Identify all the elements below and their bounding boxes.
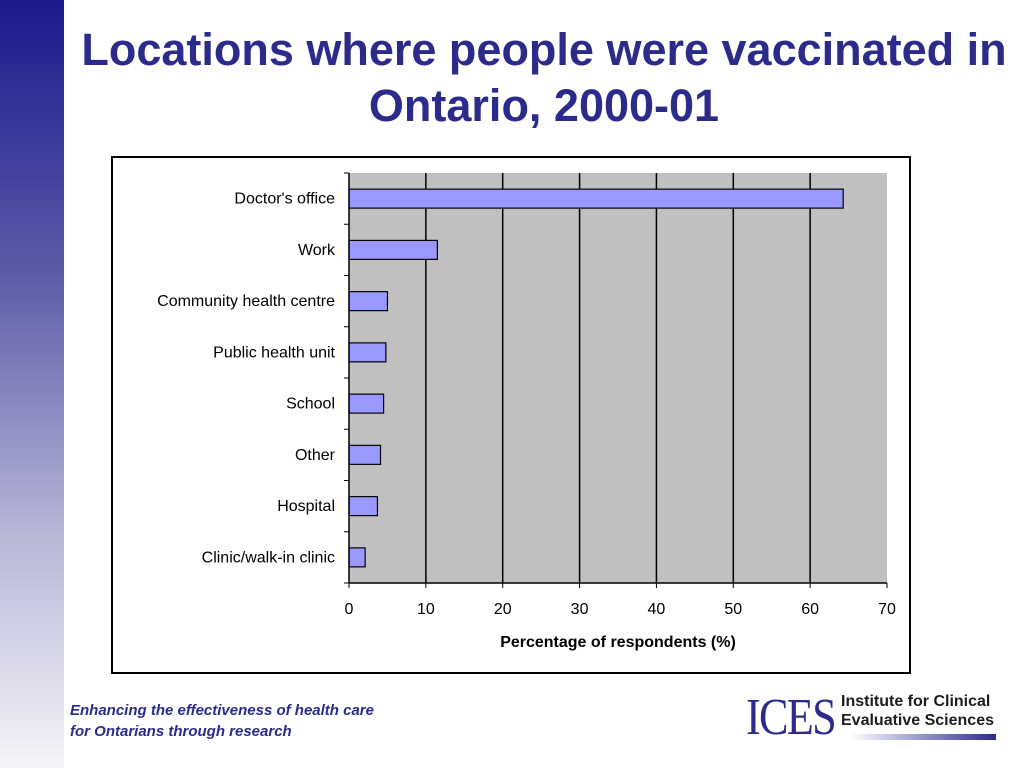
x-tick-label-5: 50 [724,601,742,618]
bar-4 [348,393,385,414]
tagline-line-1: Enhancing the effectiveness of health ca… [70,702,374,719]
logo-institute-name: Institute for Clinical Evaluative Scienc… [841,692,1011,730]
category-label-0: Doctor's office [234,191,335,208]
category-label-4: School [286,396,335,413]
x-tick-label-2: 20 [494,601,512,618]
logo-mark: ICES [746,689,837,746]
x-tick-label-7: 70 [878,601,896,618]
category-label-1: Work [298,242,336,259]
logo-name-line-1: Institute for Clinical [841,693,991,710]
chart-frame: Doctor's office Work Community health cent… [111,156,911,674]
x-tick-label-3: 30 [571,601,589,618]
category-label-5: Other [295,447,336,464]
bar-5 [348,444,382,465]
bar-1 [348,239,438,260]
category-label-3: Public health unit [213,344,335,361]
x-tick-label-4: 40 [648,601,666,618]
slide-title: Locations where people were vaccinated i… [81,24,1007,131]
logo-gradient-rule [850,734,996,740]
category-label-7: Clinic/walk-in clinic [202,549,335,566]
bar-2 [348,291,389,312]
x-axis-title: Percentage of respondents (%) [500,634,736,651]
logo-name-line-2: Evaluative Sciences [841,712,994,729]
bar-chart: Doctor's office Work Community health cent… [157,172,896,651]
tagline-line-2: for Ontarians through research [70,723,292,740]
bar-6 [348,496,379,517]
x-tick-label-6: 60 [801,601,819,618]
plot-area [349,173,887,583]
category-label-2: Community health centre [157,293,335,310]
bar-7 [348,547,366,568]
ices-logo: ICES Institute for Clinical Evaluative S… [746,690,1006,750]
x-tick-label-0: 0 [345,601,354,618]
x-tick-label-1: 10 [417,601,435,618]
bar-3 [348,342,387,363]
side-gradient-band [0,0,64,768]
bar-0 [348,188,844,209]
footer-tagline: Enhancing the effectiveness of health ca… [70,700,490,742]
category-label-6: Hospital [277,498,335,515]
